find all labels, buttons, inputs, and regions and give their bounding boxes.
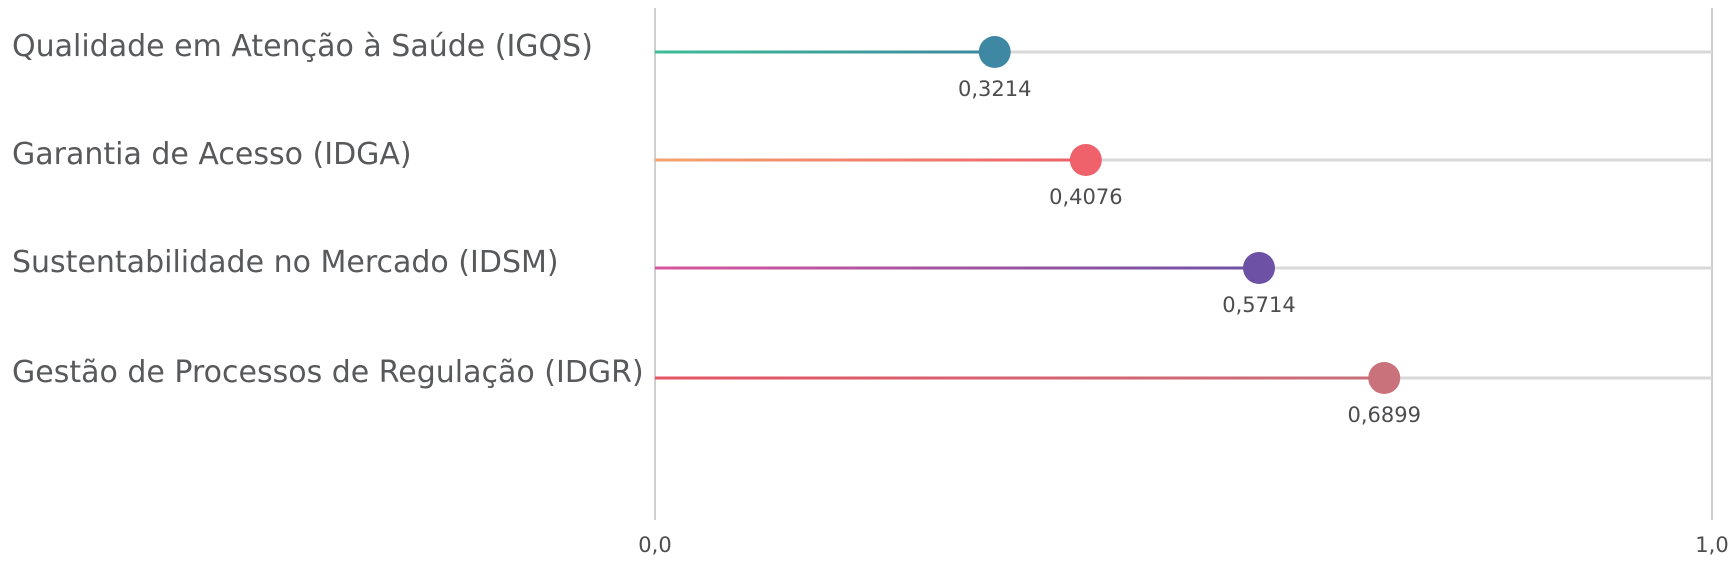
category-label: Qualidade em Atenção à Saúde (IGQS) — [12, 29, 593, 64]
value-label: 0,6899 — [1347, 403, 1420, 427]
value-label: 0,5714 — [1222, 293, 1295, 317]
x-tick-label-min: 0,0 — [638, 533, 671, 557]
axes — [654, 8, 1713, 520]
value-label: 0,4076 — [1049, 185, 1122, 209]
lollipop-dot — [1368, 362, 1401, 394]
category-label: Sustentabilidade no Mercado (IDSM) — [12, 245, 559, 280]
value-label: 0,3214 — [958, 77, 1031, 101]
lollipop-dot — [1069, 144, 1102, 176]
x-tick-label-max: 1,0 — [1695, 533, 1728, 557]
dots — [978, 36, 1401, 394]
stems — [655, 50, 1385, 380]
category-label: Gestão de Processos de Regulação (IDGR) — [12, 355, 644, 390]
category-label: Garantia de Acesso (IDGA) — [12, 137, 412, 172]
labels: 0,0 1,0 Qualidade em Atenção à Saúde (IGQS… — [12, 29, 1729, 557]
lollipop-dot — [978, 36, 1011, 68]
lollipop-dot — [1242, 252, 1275, 284]
tracks — [655, 50, 1712, 380]
